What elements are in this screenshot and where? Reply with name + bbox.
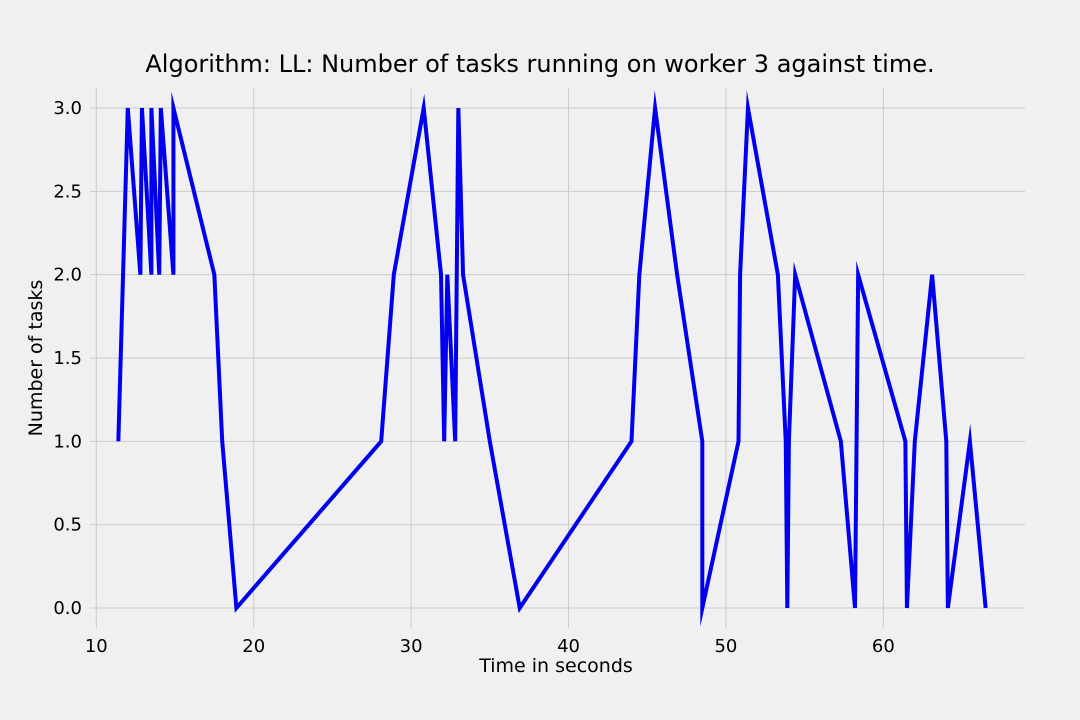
series-lines: [116, 90, 988, 627]
chart-title: Algorithm: LL: Number of tasks running o…: [145, 50, 934, 78]
y-tick-label: 2.0: [53, 265, 82, 286]
x-tick-label: 10: [85, 636, 108, 657]
x-tick-label: 60: [872, 636, 895, 657]
y-tick-label: 1.0: [53, 431, 82, 452]
y-tick-label: 0.5: [53, 515, 82, 536]
x-tick-label: 20: [242, 636, 265, 657]
y-tick-label: 2.5: [53, 181, 82, 202]
y-tick-label: 3.0: [53, 98, 82, 119]
y-tick-label: 0.0: [53, 598, 82, 619]
x-tick-label: 50: [714, 636, 737, 657]
tick-labels: 10 20 30 40 50 60 0.0 0.5 1.0 1.5 2.0 2.5 3.0: [53, 98, 894, 657]
x-tick-label: 30: [400, 636, 423, 657]
x-tick-label: 40: [557, 636, 580, 657]
y-tick-label: 1.5: [53, 348, 82, 369]
series-line: [116, 90, 988, 627]
y-axis-label: Number of tasks: [25, 280, 47, 437]
x-axis-label: Time in seconds: [478, 655, 633, 677]
